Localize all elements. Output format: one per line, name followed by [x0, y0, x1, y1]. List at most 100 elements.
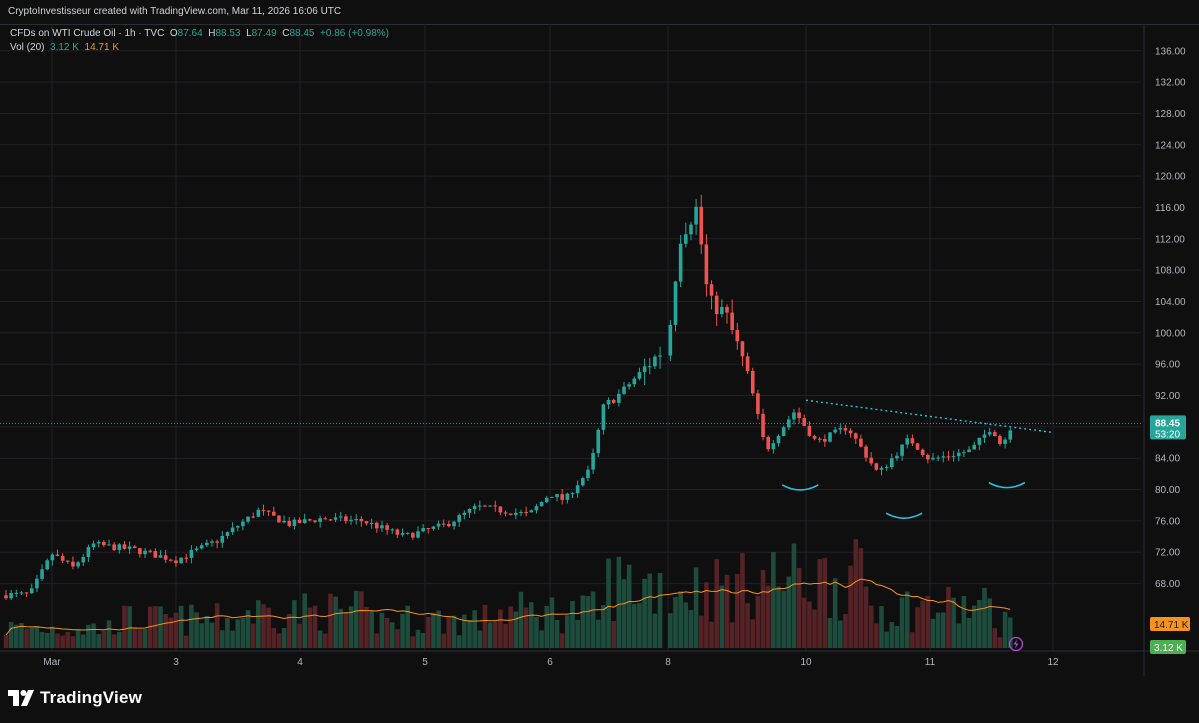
candle-body	[400, 533, 405, 535]
volume-bar	[44, 632, 50, 648]
candle-body	[411, 532, 415, 538]
volume-bar	[127, 606, 132, 648]
volume-indicator-label[interactable]: Vol (20)	[10, 42, 45, 53]
volume-bar	[987, 598, 992, 648]
pattern-arc-right-shoulder	[988, 481, 1026, 489]
lightning-icon[interactable]	[1008, 636, 1024, 652]
candle-body	[884, 467, 889, 469]
candle-body	[390, 529, 395, 531]
candle-body	[823, 438, 827, 442]
candle-body	[483, 505, 487, 507]
volume-bar	[467, 620, 472, 648]
volume-bar	[60, 635, 65, 648]
volume-bar	[214, 603, 220, 648]
volume-bar	[673, 597, 678, 648]
volume-bar	[863, 586, 869, 648]
candle-body	[55, 554, 60, 556]
dotted-trendline[interactable]	[805, 399, 1053, 434]
pattern-arcs[interactable]	[781, 481, 1026, 519]
candle-body	[591, 453, 595, 470]
tradingview-logo[interactable]: TradingView	[8, 688, 142, 708]
candle-body	[45, 560, 49, 570]
volume-bar	[482, 604, 488, 648]
volume-bar	[477, 630, 483, 648]
volume-bar	[271, 627, 277, 648]
volume-bar	[333, 596, 338, 648]
volume-bar	[518, 591, 524, 648]
volume-bar	[70, 636, 76, 648]
candle-body	[606, 399, 611, 405]
volume-bar	[225, 618, 230, 648]
volume-bar	[91, 623, 96, 648]
time-tick-label: 11	[925, 657, 936, 668]
volume-bar	[312, 605, 318, 648]
candle-body	[102, 542, 106, 546]
volume-bar	[317, 630, 323, 648]
volume-bar	[456, 635, 462, 648]
candle-body	[14, 592, 19, 594]
candle-body	[766, 436, 770, 450]
price-chart[interactable]: 68.0072.0076.0080.0084.0088.0092.0096.00…	[0, 24, 1199, 676]
candle-body	[951, 456, 956, 458]
volume-bar	[508, 606, 513, 648]
candle-body	[107, 544, 111, 546]
volume-bar	[101, 630, 107, 648]
volume-bar	[106, 620, 112, 648]
candle-body	[787, 419, 791, 428]
open-label: O	[169, 28, 178, 39]
volume-bar	[86, 624, 91, 648]
candle-body	[282, 520, 286, 523]
candle-body	[905, 438, 910, 445]
time-axis[interactable]: Mar 3 4 5 6 8 10 11 12	[0, 650, 1199, 668]
volume-bar	[117, 632, 122, 648]
volume-bar	[827, 618, 833, 648]
candle-body	[452, 521, 456, 527]
candle-body	[709, 284, 714, 296]
candle-body	[426, 528, 431, 530]
chart-grid	[0, 24, 1141, 651]
candle-body	[86, 547, 91, 558]
candle-body	[199, 545, 204, 549]
volume-bar	[194, 612, 199, 648]
volume-bar	[899, 597, 905, 648]
volume-bar	[616, 556, 622, 648]
volume-bar	[153, 606, 158, 648]
candle-body	[519, 511, 523, 513]
volume-bar	[384, 617, 390, 648]
volume-bar	[369, 610, 374, 648]
volume-bar	[276, 633, 282, 648]
volume-bar	[534, 616, 539, 648]
volume-bar	[359, 591, 364, 648]
volume-bar	[492, 621, 498, 648]
volume-bar	[230, 630, 235, 648]
volume-bar	[343, 612, 349, 648]
volume-bar	[96, 634, 101, 648]
volume-bar	[801, 597, 807, 648]
volume-bar	[395, 629, 400, 648]
candle-body	[812, 435, 817, 439]
candle-body	[843, 428, 848, 431]
volume-bar	[147, 606, 153, 648]
candle-body	[467, 509, 472, 513]
candle-body	[457, 514, 461, 522]
candle-body	[158, 555, 163, 558]
volume-bar	[853, 539, 859, 648]
candle-body	[993, 432, 997, 437]
candle-body	[246, 516, 250, 522]
candle-body	[756, 393, 760, 414]
volume-bar	[750, 619, 756, 648]
candle-body	[673, 281, 678, 325]
candle-body	[369, 522, 374, 524]
candle-body	[802, 418, 807, 426]
candle-body	[416, 531, 420, 538]
candle-body	[838, 428, 843, 430]
candle-body	[4, 595, 8, 599]
price-axis[interactable]: 68.0072.0076.0080.0084.0088.0092.0096.00…	[1143, 24, 1186, 676]
volume-bar	[601, 605, 606, 648]
volume-bar	[632, 603, 637, 648]
candle-body	[704, 244, 709, 285]
volume-bar	[570, 601, 575, 648]
volume-bar	[436, 610, 441, 648]
price-tick-label: 120.00	[1155, 172, 1186, 183]
symbol-label[interactable]: CFDs on WTI Crude Oil · 1h · TVC	[10, 28, 165, 39]
